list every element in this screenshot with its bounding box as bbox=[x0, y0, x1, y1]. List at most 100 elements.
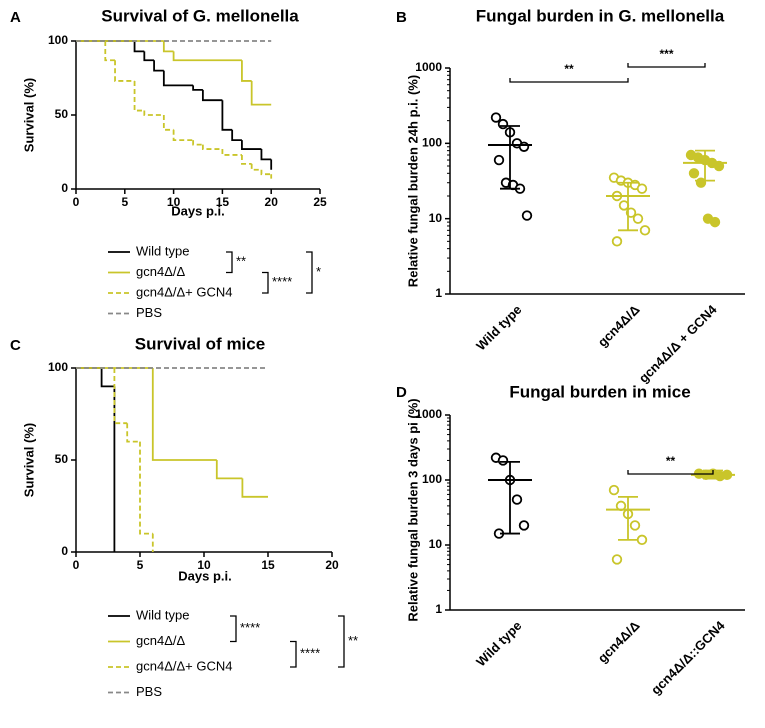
survival-step bbox=[172, 129, 194, 142]
y-tick-label: 100 bbox=[48, 360, 68, 374]
survival-step bbox=[221, 100, 233, 131]
data-point bbox=[511, 494, 523, 505]
y-tick-label: 1000 bbox=[415, 407, 442, 421]
survival-step bbox=[260, 169, 272, 176]
error-bar bbox=[618, 495, 638, 541]
significance-bracket bbox=[290, 640, 297, 668]
significance-label: **** bbox=[272, 274, 292, 289]
y-tick-label: 50 bbox=[55, 107, 69, 121]
survival-step bbox=[104, 41, 116, 62]
significance-label: **** bbox=[240, 620, 260, 635]
legend-label: PBS bbox=[136, 305, 162, 320]
y-tick-label: 1 bbox=[435, 286, 442, 300]
significance-label: ** bbox=[348, 633, 358, 648]
data-point bbox=[518, 141, 530, 152]
error-bar bbox=[618, 181, 638, 232]
survival-step bbox=[231, 129, 242, 142]
survival-step bbox=[241, 478, 268, 498]
survival-step bbox=[241, 154, 252, 165]
significance-label: ** bbox=[564, 62, 574, 76]
y-tick-label: 10 bbox=[429, 211, 443, 225]
y-axis-label: Survival (%) bbox=[21, 78, 36, 152]
survival-step bbox=[133, 80, 145, 112]
survival-step bbox=[100, 368, 115, 388]
survival-step bbox=[113, 368, 128, 425]
significance-label: **** bbox=[300, 646, 320, 661]
data-point bbox=[493, 154, 505, 166]
x-tick-label: 0 bbox=[73, 558, 80, 572]
data-point bbox=[521, 210, 533, 221]
x-tick-label: gcn4Δ/Δ bbox=[595, 302, 643, 350]
y-tick-label: 50 bbox=[55, 452, 69, 466]
chart-title: Fungal burden in mice bbox=[509, 382, 690, 401]
x-tick-label: 20 bbox=[325, 558, 339, 572]
x-tick-label: 20 bbox=[265, 195, 279, 209]
survival-step bbox=[153, 60, 164, 72]
legend-label: gcn4Δ/Δ bbox=[136, 633, 185, 648]
x-tick-label: gcn4Δ/Δ bbox=[595, 618, 643, 666]
y-tick-label: 0 bbox=[61, 181, 68, 195]
significance-label: ** bbox=[236, 254, 246, 269]
data-point bbox=[688, 168, 700, 179]
survival-step bbox=[172, 51, 242, 62]
significance-bracket bbox=[226, 251, 233, 274]
survival-step bbox=[201, 144, 223, 150]
data-point bbox=[608, 484, 620, 496]
survival-step bbox=[143, 110, 164, 116]
data-point bbox=[639, 225, 651, 236]
chart-title: Survival of mice bbox=[135, 334, 265, 353]
y-tick-label: 1 bbox=[435, 602, 442, 616]
x-tick-label: 5 bbox=[137, 558, 144, 572]
significance-label: ** bbox=[666, 454, 676, 468]
error-bar bbox=[695, 149, 715, 182]
data-point bbox=[497, 455, 509, 466]
survival-step bbox=[192, 85, 203, 91]
x-tick-label: 15 bbox=[261, 558, 275, 572]
data-point bbox=[618, 200, 630, 211]
x-tick-label: 10 bbox=[167, 195, 181, 209]
y-axis-label: Relative fungal burden 3 days pi (%) bbox=[405, 398, 420, 621]
survival-step bbox=[201, 89, 223, 102]
x-tick-label: 5 bbox=[121, 195, 128, 209]
error-bar bbox=[500, 125, 520, 190]
panel-letter: D bbox=[396, 384, 407, 401]
chart-title: Fungal burden in G. mellonella bbox=[476, 6, 725, 25]
legend-label: gcn4Δ/Δ+ GCN4 bbox=[136, 658, 233, 673]
data-point bbox=[490, 112, 502, 123]
x-tick-label: 15 bbox=[216, 195, 230, 209]
x-tick-label: 25 bbox=[313, 195, 327, 209]
y-tick-label: 100 bbox=[48, 33, 68, 47]
y-tick-label: 10 bbox=[429, 537, 443, 551]
survival-step bbox=[250, 163, 262, 171]
chart-title: Survival of G. mellonella bbox=[101, 6, 299, 25]
legend-label: gcn4Δ/Δ bbox=[136, 264, 185, 279]
survival-step bbox=[192, 140, 203, 146]
y-tick-label: 100 bbox=[422, 472, 442, 486]
data-point bbox=[611, 236, 623, 247]
significance-bracket bbox=[230, 615, 237, 643]
data-point bbox=[629, 520, 641, 531]
data-point bbox=[636, 183, 648, 194]
x-tick-label: Wild type bbox=[473, 618, 524, 669]
significance-bracket bbox=[509, 78, 629, 83]
x-tick-label: gcn4Δ/Δ + GCN4 bbox=[636, 301, 720, 385]
significance-label: * bbox=[316, 264, 321, 279]
x-axis-label: Days p.i. bbox=[178, 568, 231, 583]
x-tick-label: 10 bbox=[197, 558, 211, 572]
panel-letter: A bbox=[10, 9, 21, 26]
x-tick-label: 0 bbox=[73, 195, 80, 209]
data-point bbox=[632, 213, 644, 224]
survival-step bbox=[215, 460, 243, 480]
survival-step bbox=[133, 41, 145, 53]
x-tick-label: Wild type bbox=[473, 302, 524, 353]
y-tick-label: 1000 bbox=[415, 60, 442, 74]
survival-step bbox=[162, 70, 194, 87]
survival-step bbox=[126, 423, 140, 443]
data-point bbox=[636, 534, 648, 546]
panel-letter: B bbox=[396, 9, 407, 26]
survival-step bbox=[221, 149, 242, 156]
data-point bbox=[518, 520, 530, 531]
data-point bbox=[709, 216, 721, 228]
survival-step bbox=[114, 60, 135, 82]
survival-step bbox=[162, 115, 174, 131]
